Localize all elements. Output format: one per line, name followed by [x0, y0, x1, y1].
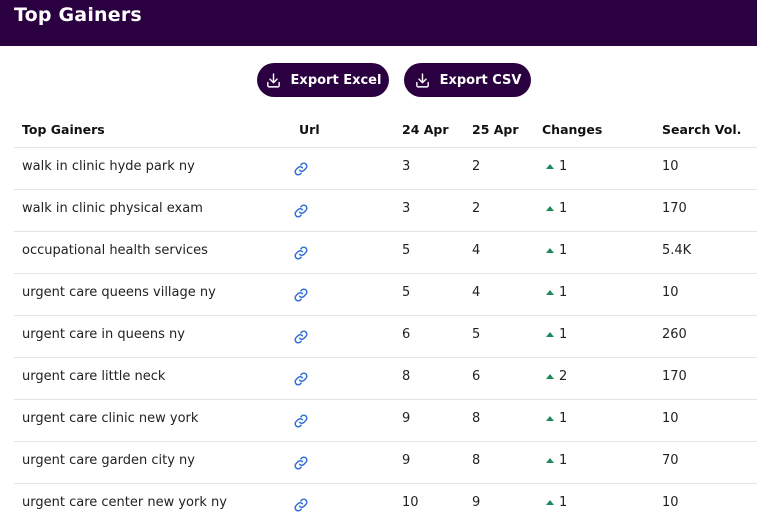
link-icon[interactable] [293, 497, 311, 515]
table-row: walk in clinic physical exam 3 2 1 170 [14, 190, 757, 232]
keyword-cell: urgent care center new york ny [22, 495, 227, 510]
search-volume-cell: 5.4K [662, 243, 692, 258]
table-row: urgent care queens village ny 5 4 1 10 [14, 274, 757, 316]
rank-25-apr-cell: 2 [472, 159, 481, 174]
search-volume-cell: 170 [662, 369, 687, 384]
change-cell: 1 [546, 159, 567, 174]
change-cell: 1 [546, 327, 567, 342]
link-icon[interactable] [293, 329, 311, 347]
caret-up-icon [546, 415, 554, 421]
keyword-cell: urgent care queens village ny [22, 285, 216, 300]
keyword-cell: walk in clinic physical exam [22, 201, 203, 216]
caret-up-icon [546, 331, 554, 337]
rank-24-apr-cell: 10 [402, 495, 419, 510]
rank-24-apr-cell: 9 [402, 411, 411, 426]
link-icon[interactable] [293, 203, 311, 221]
change-cell: 1 [546, 243, 567, 258]
change-cell: 1 [546, 453, 567, 468]
search-volume-cell: 10 [662, 411, 679, 426]
rank-24-apr-cell: 9 [402, 453, 411, 468]
change-cell: 1 [546, 285, 567, 300]
caret-up-icon [546, 247, 554, 253]
column-header-25-apr[interactable]: 25 Apr [472, 122, 519, 137]
link-icon[interactable] [293, 455, 311, 473]
caret-up-icon [546, 163, 554, 169]
keyword-cell: urgent care little neck [22, 369, 166, 384]
rank-24-apr-cell: 5 [402, 243, 411, 258]
change-value: 1 [559, 201, 568, 216]
rank-24-apr-cell: 8 [402, 369, 411, 384]
export-excel-label: Export Excel [290, 72, 382, 88]
change-cell: 1 [546, 201, 567, 216]
change-value: 1 [559, 411, 568, 426]
change-cell: 1 [546, 411, 567, 426]
change-value: 1 [559, 159, 568, 174]
search-volume-cell: 170 [662, 201, 687, 216]
rank-25-apr-cell: 9 [472, 495, 481, 510]
caret-up-icon [546, 205, 554, 211]
export-csv-button[interactable]: Export CSV [404, 63, 531, 97]
keyword-cell: urgent care in queens ny [22, 327, 185, 342]
rank-25-apr-cell: 6 [472, 369, 481, 384]
rank-24-apr-cell: 5 [402, 285, 411, 300]
rank-25-apr-cell: 4 [472, 285, 481, 300]
change-value: 1 [559, 495, 568, 510]
rank-24-apr-cell: 6 [402, 327, 411, 342]
table-header-row: Top Gainers Url 24 Apr 25 Apr Changes Se… [14, 110, 757, 148]
caret-up-icon [546, 289, 554, 295]
link-icon[interactable] [293, 413, 311, 431]
page-title: Top Gainers [14, 4, 142, 26]
top-gainers-table: Top Gainers Url 24 Apr 25 Apr Changes Se… [14, 110, 757, 525]
table-row: occupational health services 5 4 1 5.4K [14, 232, 757, 274]
rank-25-apr-cell: 8 [472, 411, 481, 426]
table-row: urgent care clinic new york 9 8 1 10 [14, 400, 757, 442]
caret-up-icon [546, 373, 554, 379]
change-value: 1 [559, 285, 568, 300]
column-header-url[interactable]: Url [299, 122, 320, 137]
table-row: urgent care in queens ny 6 5 1 260 [14, 316, 757, 358]
search-volume-cell: 10 [662, 285, 679, 300]
table-body: walk in clinic hyde park ny 3 2 1 10 walk in … [14, 148, 757, 525]
table-row: urgent care garden city ny 9 8 1 70 [14, 442, 757, 484]
column-header-search-vol[interactable]: Search Vol. [662, 122, 742, 137]
rank-25-apr-cell: 5 [472, 327, 481, 342]
page-header: Top Gainers [0, 0, 757, 46]
export-csv-label: Export CSV [439, 72, 522, 88]
change-value: 1 [559, 453, 568, 468]
keyword-cell: urgent care clinic new york [22, 411, 199, 426]
keyword-cell: occupational health services [22, 243, 208, 258]
rank-25-apr-cell: 8 [472, 453, 481, 468]
search-volume-cell: 70 [662, 453, 679, 468]
download-icon [414, 72, 431, 89]
column-header-changes[interactable]: Changes [542, 122, 603, 137]
caret-up-icon [546, 457, 554, 463]
change-value: 2 [559, 369, 568, 384]
link-icon[interactable] [293, 245, 311, 263]
link-icon[interactable] [293, 371, 311, 389]
table-row: urgent care center new york ny 10 9 1 10 [14, 484, 757, 525]
table-row: walk in clinic hyde park ny 3 2 1 10 [14, 148, 757, 190]
column-header-keyword[interactable]: Top Gainers [22, 122, 105, 137]
column-header-24-apr[interactable]: 24 Apr [402, 122, 449, 137]
rank-24-apr-cell: 3 [402, 201, 411, 216]
search-volume-cell: 260 [662, 327, 687, 342]
change-cell: 1 [546, 495, 567, 510]
change-value: 1 [559, 327, 568, 342]
change-cell: 2 [546, 369, 567, 384]
keyword-cell: urgent care garden city ny [22, 453, 195, 468]
table-row: urgent care little neck 8 6 2 170 [14, 358, 757, 400]
download-icon [265, 72, 282, 89]
rank-24-apr-cell: 3 [402, 159, 411, 174]
link-icon[interactable] [293, 161, 311, 179]
link-icon[interactable] [293, 287, 311, 305]
search-volume-cell: 10 [662, 159, 679, 174]
caret-up-icon [546, 499, 554, 505]
export-excel-button[interactable]: Export Excel [257, 63, 389, 97]
rank-25-apr-cell: 2 [472, 201, 481, 216]
keyword-cell: walk in clinic hyde park ny [22, 159, 195, 174]
rank-25-apr-cell: 4 [472, 243, 481, 258]
change-value: 1 [559, 243, 568, 258]
search-volume-cell: 10 [662, 495, 679, 510]
